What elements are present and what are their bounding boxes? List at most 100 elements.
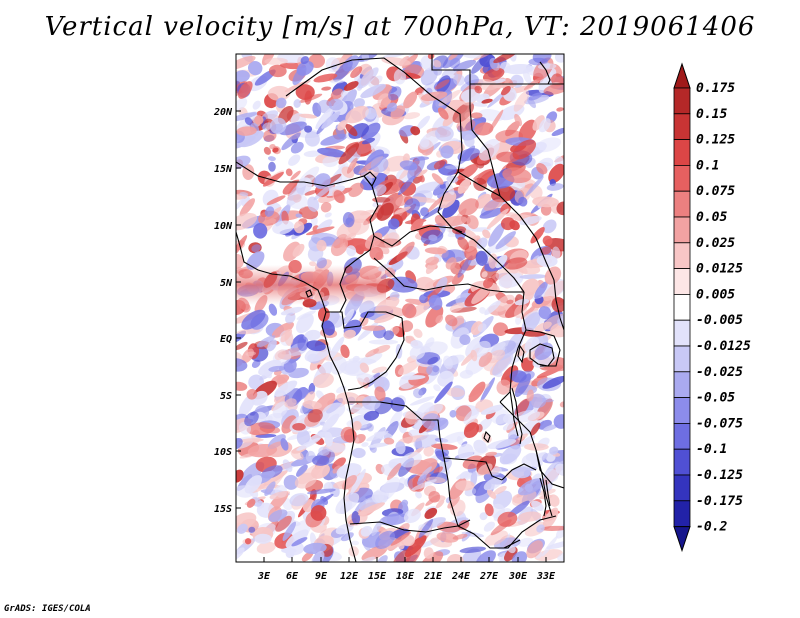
velocity-blob [279, 121, 307, 136]
border-zambia [457, 515, 557, 549]
velocity-blob [548, 77, 564, 84]
velocity-blob [285, 312, 296, 324]
velocity-blob [239, 192, 249, 197]
lon-tick-label: 3E [257, 571, 271, 582]
velocity-blob [336, 392, 360, 405]
velocity-blob [352, 420, 362, 431]
velocity-blob [452, 59, 477, 72]
velocity-blob [514, 398, 530, 417]
velocity-blob [359, 362, 370, 373]
velocity-blob [424, 247, 447, 255]
velocity-blob [534, 321, 552, 333]
velocity-blob [537, 488, 556, 496]
velocity-blob [431, 173, 444, 185]
velocity-blob [288, 154, 301, 166]
velocity-blob [383, 54, 408, 59]
velocity-blob [330, 88, 344, 100]
velocity-blob [292, 65, 307, 86]
velocity-blob [521, 357, 535, 373]
border-car [373, 225, 525, 293]
lake-victoria [529, 343, 555, 367]
velocity-blob [346, 157, 358, 174]
velocity-blob [346, 245, 357, 257]
velocity-blob [236, 328, 261, 335]
velocity-blob [449, 302, 465, 313]
lon-tick-label: 30E [508, 571, 528, 582]
velocity-blob [420, 91, 448, 102]
velocity-blob [482, 277, 494, 289]
velocity-blob [281, 132, 301, 151]
velocity-blob [333, 190, 345, 204]
velocity-blob [246, 422, 276, 436]
velocity-blob [371, 366, 387, 374]
velocity-blob [488, 222, 505, 247]
velocity-blob [307, 409, 323, 423]
velocity-blob [464, 73, 479, 86]
velocity-blob [329, 356, 347, 375]
velocity-blob [272, 220, 294, 235]
velocity-blob [427, 54, 435, 60]
velocity-blob [555, 463, 564, 476]
velocity-blob [343, 81, 359, 91]
velocity-blob [378, 476, 400, 502]
velocity-blob [340, 344, 350, 359]
velocity-blob [344, 308, 355, 324]
border-kenya [553, 279, 564, 331]
velocity-blob [272, 401, 289, 419]
border-congo-drc [347, 317, 405, 391]
velocity-blob [359, 209, 376, 216]
velocity-blob [374, 386, 386, 402]
lon-tick-label: 12E [340, 571, 359, 582]
velocity-blob [398, 435, 428, 444]
colorbar-swatch [673, 216, 691, 244]
velocity-blob [313, 182, 336, 201]
colorbar-label: 0.15 [696, 107, 727, 122]
velocity-blob [481, 98, 493, 104]
velocity-blob [542, 376, 564, 389]
velocity-blob [496, 379, 512, 395]
velocity-blob [295, 84, 315, 100]
velocity-blob [552, 246, 561, 260]
velocity-blob [254, 115, 264, 125]
colorbar-label: -0.125 [696, 468, 743, 483]
velocity-blob [505, 121, 520, 137]
velocity-blob [400, 451, 422, 468]
velocity-blob [485, 451, 498, 457]
border-uganda [525, 329, 561, 367]
velocity-blob [480, 404, 505, 415]
velocity-blob [317, 307, 330, 322]
velocity-blob [282, 459, 293, 473]
velocity-blob [351, 540, 360, 546]
velocity-blob [549, 446, 559, 455]
velocity-blob [484, 503, 494, 517]
border-cameroon [339, 185, 379, 313]
velocity-blob [511, 466, 531, 479]
border-malawi [535, 449, 553, 517]
velocity-blob [387, 462, 402, 481]
velocity-blob [423, 446, 435, 457]
velocity-blob [324, 212, 332, 218]
velocity-blob [465, 229, 478, 241]
velocity-blob [284, 398, 297, 408]
colorbar-swatch [673, 345, 691, 373]
velocity-blob [424, 507, 438, 519]
lon-tick-label: 24E [451, 571, 471, 582]
velocity-blob [375, 530, 396, 549]
colorbar-swatch [673, 319, 691, 347]
velocity-blob [350, 468, 366, 495]
velocity-blob [350, 66, 363, 78]
velocity-blob [446, 175, 459, 183]
velocity-blob [409, 345, 426, 360]
velocity-blob [511, 551, 528, 562]
velocity-blob [335, 523, 354, 535]
velocity-blob [433, 466, 444, 475]
velocity-blob [518, 196, 528, 207]
velocity-blob [514, 373, 532, 398]
velocity-blob [256, 335, 276, 348]
velocity-blob [297, 336, 309, 351]
velocity-blob [304, 131, 320, 147]
velocity-blob [285, 529, 309, 548]
velocity-blob [502, 423, 514, 431]
velocity-blob [400, 375, 426, 380]
velocity-blob [236, 512, 257, 530]
